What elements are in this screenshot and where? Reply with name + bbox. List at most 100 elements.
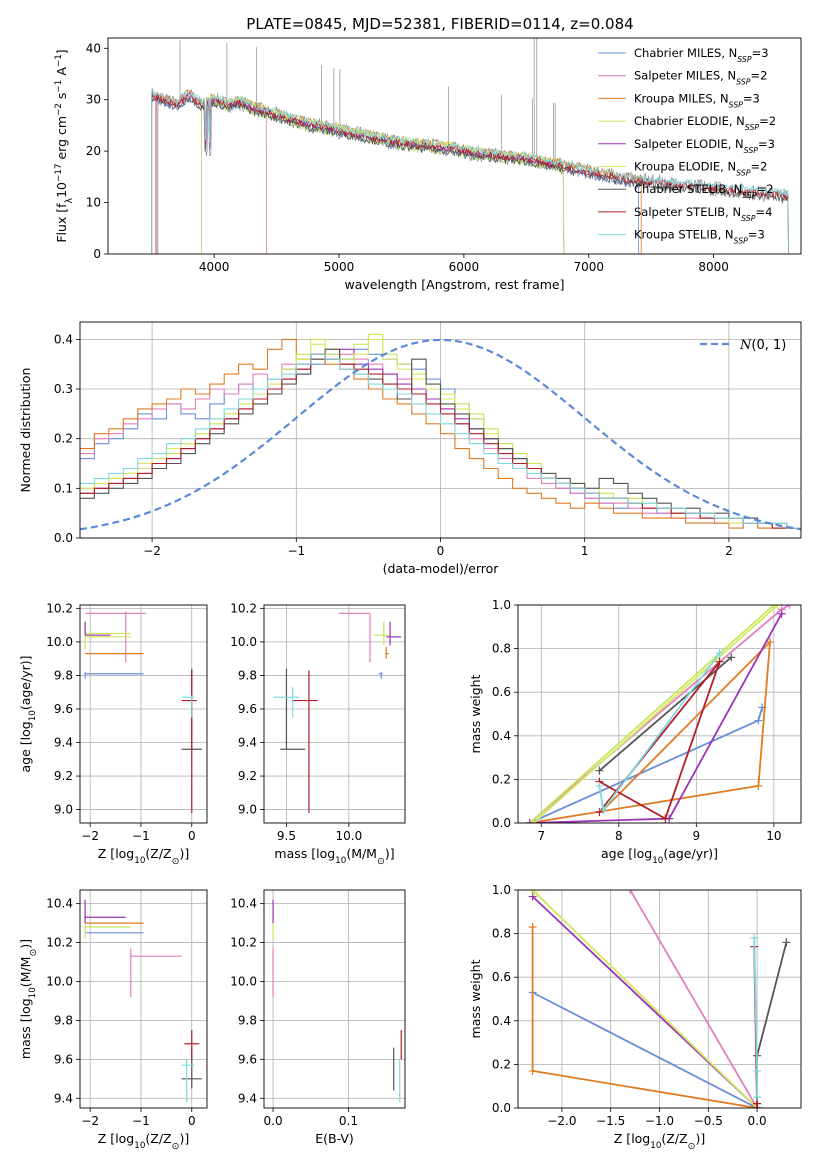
x-tick-label: 10 — [766, 829, 781, 843]
axes-frame — [517, 604, 802, 824]
legend-entry: Kroupa ELODIE, NSSP=2 — [634, 160, 767, 178]
y-tick-label: 0.2 — [54, 432, 73, 446]
legend-entry: N(0, 1) — [739, 338, 786, 353]
y-tick-label: 20 — [86, 144, 101, 158]
y-tick-label: 9.6 — [238, 1052, 257, 1066]
x-tick-label: −1 — [132, 1114, 150, 1128]
weight-line — [598, 661, 721, 820]
x-tick-label: 10.0 — [335, 829, 362, 843]
weight-line — [629, 890, 758, 1108]
y-tick-label: 9.6 — [54, 702, 73, 716]
legend-entry: Salpeter MILES, NSSP=2 — [634, 69, 767, 87]
histogram-step-line — [80, 353, 801, 529]
x-axis-label: mass [log10(M/M⊙)] — [274, 846, 394, 867]
weight-point — [777, 609, 786, 618]
y-tick-label: 9.4 — [238, 1091, 257, 1105]
axes-frame — [107, 37, 802, 255]
legend: N(0, 1) — [700, 338, 786, 353]
y-tick-label: 10.2 — [230, 936, 257, 950]
axes-frame — [263, 604, 406, 824]
weight-point — [595, 766, 604, 775]
weight-point — [525, 819, 534, 823]
weight-point — [753, 1066, 762, 1075]
y-tick-label: 10.4 — [230, 897, 257, 911]
axes-frame — [79, 321, 802, 539]
y-tick-label: 0.1 — [54, 481, 73, 495]
chart-mass_vs_ebv: 0.0 0.1 9.4 9.6 9.8 10.0 10.2 10.4 E(B-V) — [230, 889, 406, 1146]
weight-point — [626, 890, 635, 894]
chart-age_vs_Z: −2 −1 0 9.0 9.2 9.4 9.6 9.8 10.0 10.2 Z [log10(Z/Z… — [18, 601, 208, 867]
weight-point — [595, 781, 604, 790]
chart-mass_vs_Z: −2 −1 0 9.4 9.6 9.8 10.0 10.2 10.4 Z [log10(Z/Z⊙)… — [18, 889, 208, 1152]
plot-area — [272, 899, 402, 1103]
y-tick-label: 0.6 — [492, 970, 511, 984]
weight-point — [753, 1093, 762, 1102]
legend-entry: Chabrier MILES, NSSP=3 — [634, 46, 769, 64]
x-axis-label: Z [log10(Z/Z⊙)] — [614, 1131, 705, 1152]
x-tick-label: −0.5 — [694, 1114, 723, 1128]
weight-point — [530, 890, 539, 897]
chart-weight_vs_age: 7 8 9 10 0.0 0.2 0.4 0.6 0.8 1.0 age [log10(age/yr… — [468, 598, 802, 866]
weight-point — [715, 648, 724, 657]
weight-point — [750, 933, 759, 942]
axes-frame — [79, 604, 208, 824]
y-tick-label: 0.8 — [492, 927, 511, 941]
x-tick-label: 7 — [537, 829, 545, 843]
y-tick-label: 9.4 — [54, 1091, 73, 1105]
x-tick-label: 0.0 — [264, 1114, 283, 1128]
y-axis-label: age [log10(age/yr)] — [18, 655, 38, 772]
y-tick-label: 9.6 — [238, 702, 257, 716]
y-axis-label: Flux [fλ10−17 erg cm−2 s−1 A−1] — [54, 49, 75, 242]
weight-line — [532, 605, 779, 823]
weight-line — [598, 656, 732, 772]
legend-entry: Chabrier ELODIE, NSSP=2 — [634, 114, 776, 132]
y-axis-label: Normed distribution — [18, 368, 33, 493]
y-tick-label: 10.2 — [46, 936, 73, 950]
plot-area — [528, 890, 791, 1108]
y-tick-label: 10.2 — [46, 601, 73, 615]
y-tick-label: 0.4 — [54, 332, 73, 346]
y-axis-label: mass weight — [468, 674, 483, 753]
model-spectrum-line — [151, 92, 789, 254]
x-tick-label: 6000 — [449, 260, 480, 274]
y-tick-label: 0.0 — [492, 1101, 511, 1115]
x-tick-label: −2.0 — [547, 1114, 576, 1128]
weight-point — [661, 814, 670, 823]
x-tick-label: 5000 — [324, 260, 355, 274]
axes-frame — [263, 889, 406, 1109]
y-tick-label: 9.8 — [54, 1013, 73, 1027]
weight-point — [782, 938, 791, 947]
y-tick-label: 10.4 — [46, 897, 73, 911]
legend-entry: Salpeter STELIB, NSSP=4 — [634, 205, 772, 223]
y-tick-label: 0.4 — [492, 1014, 511, 1028]
y-tick-label: 0.2 — [492, 1057, 511, 1071]
weight-line — [532, 991, 758, 1108]
weight-point — [773, 605, 782, 609]
x-axis-label: Z [log10(Z/Z⊙)] — [98, 846, 189, 867]
weight-point — [727, 653, 736, 662]
y-tick-label: 0.0 — [492, 816, 511, 830]
x-axis-label: wavelength [Angstrom, rest frame] — [344, 277, 564, 292]
y-tick-label: 0.8 — [492, 642, 511, 656]
y-tick-label: 1.0 — [492, 883, 511, 897]
weight-point — [765, 638, 774, 647]
x-tick-label: 2 — [725, 544, 733, 558]
plot-area — [80, 333, 801, 531]
y-tick-label: 0 — [93, 247, 101, 261]
weight-point — [528, 892, 537, 901]
x-tick-label: 7000 — [573, 260, 604, 274]
chart-residual_histogram: −2 −1 0 1 2 0.0 0.1 0.2 0.3 0.4 (data-model)/error… — [18, 321, 802, 576]
y-tick-label: 9.4 — [54, 736, 73, 750]
y-tick-label: 1.0 — [492, 598, 511, 612]
y-tick-label: 9.2 — [238, 769, 257, 783]
x-tick-label: 8000 — [698, 260, 729, 274]
histogram-step-line — [80, 338, 801, 529]
plot-area — [151, 38, 789, 254]
legend-entry: Kroupa MILES, NSSP=3 — [634, 91, 760, 109]
x-axis-label: E(B-V) — [315, 1131, 354, 1146]
y-tick-label: 10.2 — [230, 601, 257, 615]
legend-entry: Chabrier STELIB, NSSP=2 — [634, 182, 774, 200]
x-tick-label: 0 — [437, 544, 445, 558]
x-tick-label: 0 — [188, 829, 196, 843]
